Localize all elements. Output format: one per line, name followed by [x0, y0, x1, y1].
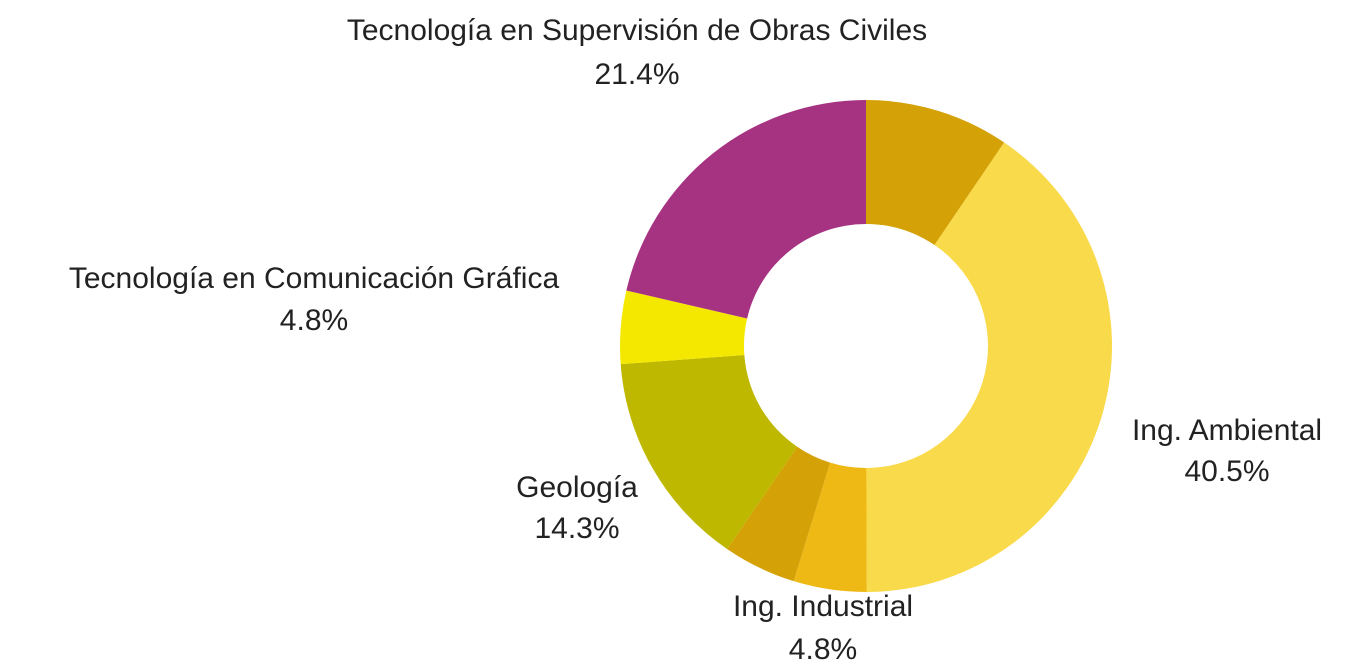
slice-value-label: 21.4%: [594, 58, 679, 91]
slice-label: Ing. Industrial: [733, 590, 913, 623]
slice-label: Ing. Ambiental: [1132, 414, 1322, 447]
donut-slice: [620, 290, 748, 365]
slice-label: Tecnología en Comunicación Gráfica: [69, 262, 560, 295]
slice-value-label: 4.8%: [280, 304, 348, 337]
slice-value-label: 40.5%: [1184, 455, 1269, 488]
donut-slice: [866, 100, 1005, 246]
donut-slice: [620, 354, 798, 550]
slice-label: Geología: [516, 471, 638, 504]
donut-slice: [727, 446, 831, 582]
donut-slice: [866, 142, 1112, 592]
slice-label: Tecnología en Supervisión de Obras Civil…: [347, 14, 927, 47]
slice-value-label: 4.8%: [789, 633, 857, 662]
slice-value-label: 14.3%: [534, 512, 619, 545]
donut-slice: [626, 100, 866, 319]
donut-slice: [793, 462, 867, 592]
